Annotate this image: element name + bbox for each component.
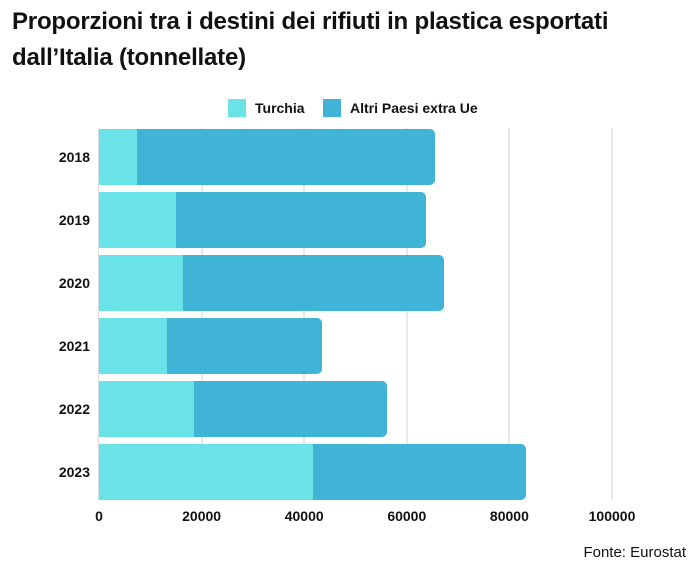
y-tick-label: 2022 (58, 401, 90, 417)
bar-segment-turchia (99, 255, 184, 311)
gridline (611, 128, 613, 500)
gridline (200, 128, 203, 500)
bar-segment-altri (183, 255, 444, 311)
y-tick-label: 2020 (58, 275, 90, 291)
gridline (508, 128, 511, 500)
bar-segment-altri (137, 129, 435, 185)
legend-item-altri: Altri Paesi extra Ue (323, 97, 478, 119)
legend-item-turchia: Turchia (228, 97, 305, 119)
bar-segment-altri (193, 381, 387, 437)
legend-label: Altri Paesi extra Ue (350, 100, 478, 116)
bar-segment-turchia (99, 381, 194, 437)
gridline (405, 128, 408, 500)
legend-label: Turchia (255, 100, 305, 116)
x-tick-label: 40000 (284, 508, 324, 524)
bar-segment-altri (166, 318, 323, 374)
bar-segment-turchia (99, 318, 167, 374)
source-note: Fonte: Eurostat (583, 544, 686, 561)
x-tick-label: 100000 (588, 508, 636, 524)
y-axis-line (98, 128, 99, 500)
x-tick-label: 80000 (489, 508, 529, 524)
legend-swatch-altri (323, 99, 341, 117)
legend-swatch-turchia (228, 99, 246, 117)
y-tick-label: 2019 (58, 212, 90, 228)
x-tick-label: 20000 (182, 508, 222, 524)
y-tick-label: 2018 (58, 149, 90, 165)
gridline (303, 128, 306, 500)
bar-segment-turchia (99, 129, 138, 185)
y-tick-label: 2023 (58, 464, 90, 480)
legend: Turchia Altri Paesi extra Ue (0, 97, 700, 119)
y-tick-label: 2021 (58, 338, 90, 354)
x-tick-label: 0 (95, 508, 103, 524)
x-tick-label: 60000 (387, 508, 427, 524)
bar-segment-altri (312, 444, 526, 500)
bar-segment-turchia (99, 192, 176, 248)
chart-title: Proporzioni tra i destini dei rifiuti in… (12, 8, 609, 71)
bar-segment-turchia (99, 444, 313, 500)
bar-segment-altri (175, 192, 426, 248)
